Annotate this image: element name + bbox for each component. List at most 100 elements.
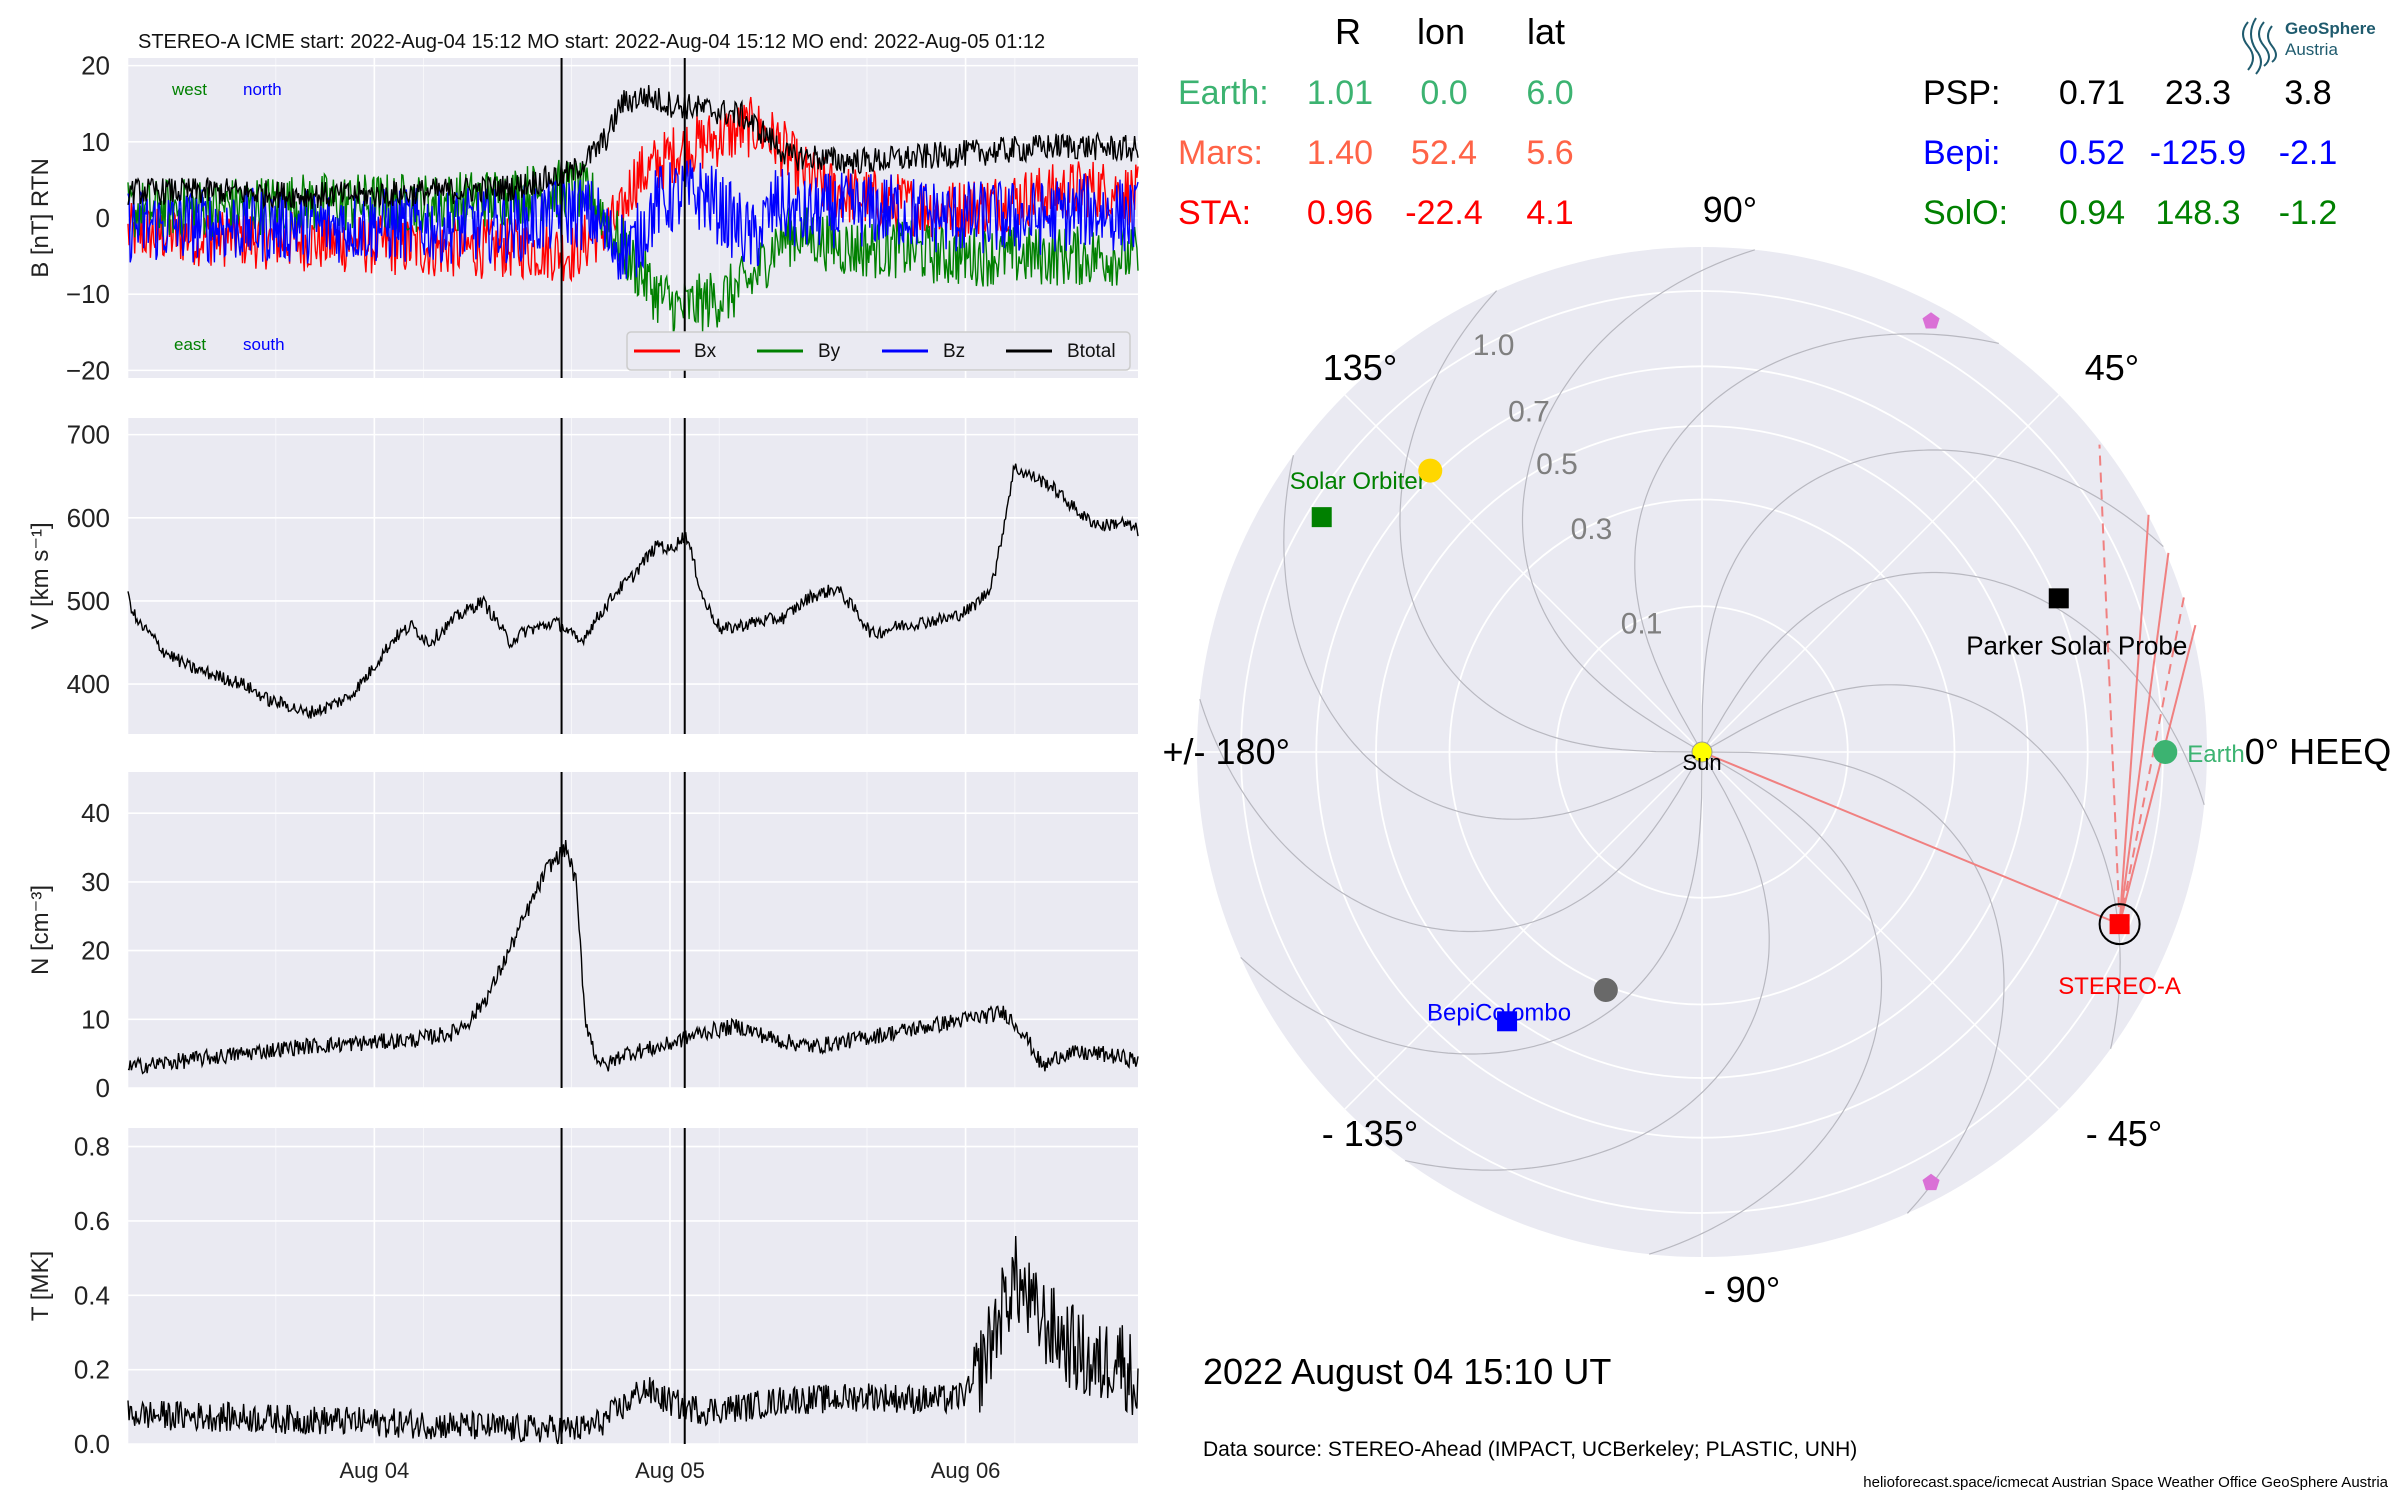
radial-tick-labels: 0.1 0.3 0.5 0.7 1.0: [1473, 329, 1663, 640]
parker-spiral-line: [1521, 249, 1755, 753]
ylabel: T [MK]: [27, 1251, 54, 1321]
col-header-r: R: [1335, 11, 1361, 52]
ylabel: V [km s⁻¹]: [27, 522, 54, 629]
polar-grid: [1197, 247, 2207, 1257]
ytick-label: 0.2: [74, 1355, 110, 1385]
legend-frame: [626, 331, 1131, 371]
body-label: STEREO-A: [2058, 973, 2181, 1000]
table-row-r: 0.71: [2059, 74, 2125, 112]
series-line-by: [127, 159, 1139, 335]
marker-mars-a: [1922, 312, 1940, 329]
series-line-bz: [127, 159, 1139, 280]
ytick-label: 10: [81, 1004, 110, 1034]
ytick-label: 10: [81, 127, 110, 157]
legend-label-by: By: [818, 341, 841, 362]
ytick-label: 30: [81, 867, 110, 897]
ytick-label: 500: [67, 586, 110, 616]
direction-label: 0° HEEQ: [2245, 731, 2391, 772]
table-row-r: 0.94: [2059, 194, 2125, 232]
table-left-rows: Earth: 1.01 0.0 6.0 Mars: 1.40 52.4 5.6 STA: 0.96…: [1178, 74, 1574, 232]
parker-spiral-line: [1283, 455, 1703, 820]
table-row-lon: -125.9: [2150, 134, 2246, 172]
direction-label: 45°: [2085, 347, 2139, 388]
legend-label-bz: Bz: [943, 341, 965, 362]
table-row-lat: 5.6: [1526, 134, 1573, 172]
marker-sun: [1691, 741, 1713, 763]
table-row-lat: -2.1: [2279, 134, 2338, 172]
series-line-t: [127, 1235, 1139, 1445]
parker-spiral-line: [1701, 684, 2121, 1049]
ytick-label: 20: [81, 51, 110, 81]
direction-label: - 135°: [1322, 1113, 1418, 1154]
ylabel: B [nT] RTN: [27, 158, 54, 278]
ytick-label: 600: [67, 503, 110, 533]
radial-tick-label: 0.1: [1621, 607, 1663, 640]
table-row-r: 1.01: [1307, 74, 1373, 112]
series-line-v: [127, 463, 1139, 720]
stereo-ray-line: [2118, 592, 2186, 925]
body-label: BepiColombo: [1427, 999, 1571, 1026]
series-line-n: [127, 839, 1139, 1075]
table-row-name: SolO:: [1923, 194, 2008, 232]
table-row-lon: 23.3: [2165, 74, 2231, 112]
parker-spiral-line: [1199, 699, 1703, 933]
body-label: Parker Solar Probe: [1966, 630, 2187, 660]
polar-spoke: [1701, 394, 2060, 753]
table-row-r: 0.96: [1307, 194, 1373, 232]
stereo-ray-line: [2118, 624, 2197, 925]
ytick-label: −20: [66, 355, 110, 385]
annotation-east: east: [174, 335, 206, 354]
stereo-a-ring: [2098, 903, 2141, 946]
table-row-lat: -1.2: [2279, 194, 2338, 232]
parker-spiral-line: [1701, 449, 2164, 753]
xtick-label: Aug 05: [635, 1458, 705, 1483]
legend-label-bx: Bx: [694, 341, 717, 362]
body-label: Solar Orbiter: [1290, 468, 1426, 495]
marker-mercury: [1593, 977, 1618, 1002]
direction-label: +/- 180°: [1163, 731, 1290, 772]
data-source: Data source: STEREO-Ahead (IMPACT, UCBer…: [1203, 1438, 1857, 1461]
b-legend: Bx By Bz Btotal: [626, 331, 1131, 371]
parker-spiral-line: [1399, 290, 1703, 753]
table-row-r: 1.40: [1307, 134, 1373, 172]
table-row-name: STA:: [1178, 194, 1251, 232]
col-header-lat: lat: [1527, 11, 1565, 52]
event-lines: [560, 58, 686, 1444]
logo-text-line1: GeoSphere: [2285, 19, 2376, 38]
stereo-ray-line: [2098, 444, 2121, 925]
parker-spirals: [1199, 249, 2205, 1255]
ylabel: N [cm⁻³]: [27, 885, 54, 975]
logo-mark-icon: [2242, 17, 2277, 75]
ytick-label: 400: [67, 669, 110, 699]
table-row-name: Earth:: [1178, 74, 1269, 112]
panel-n-background: [128, 772, 1138, 1088]
ytick-label: 20: [81, 936, 110, 966]
ytick-label: 40: [81, 798, 110, 828]
table-row-lat: 3.8: [2284, 74, 2331, 112]
radial-tick-label: 0.3: [1571, 513, 1613, 546]
planet-and-spacecraft-markers: Sun Earth STEREO-A Parker Solar Probe BepiCo…: [1290, 312, 2245, 1191]
stereo-sun-line: [1701, 751, 2120, 926]
annotation-south: south: [243, 335, 285, 354]
table-row-name: PSP:: [1923, 74, 2000, 112]
ytick-label: 0: [96, 1073, 110, 1103]
parker-spiral-line: [1649, 751, 1883, 1255]
direction-labels: 0° HEEQ 45° 90° 135° +/- 180° - 135° - 90° - 45…: [1163, 189, 2392, 1310]
ytick-label: 0.0: [74, 1429, 110, 1459]
positions-table: R lon lat Earth: 1.01 0.0 6.0 Mars: 1.40 52.4 5…: [1178, 11, 2337, 232]
xtick-label: Aug 04: [339, 1458, 409, 1483]
logo-text-line2: Austria: [2285, 40, 2338, 59]
marker-bepicolombo: [1497, 1011, 1518, 1032]
parker-spiral-line: [1701, 571, 2205, 805]
time-series-lines: [127, 85, 1139, 1445]
polar-spoke: [1344, 751, 1703, 1110]
direction-label: 90°: [1703, 189, 1757, 230]
table-row-r: 0.52: [2059, 134, 2125, 172]
footer-credits: helioforecast.space/icmecat Austrian Spa…: [1863, 1474, 2388, 1491]
table-row-lon: 52.4: [1411, 134, 1477, 172]
table-row-lat: 4.1: [1526, 194, 1573, 232]
annotation-west: west: [171, 80, 207, 99]
ytick-label: −10: [66, 279, 110, 309]
